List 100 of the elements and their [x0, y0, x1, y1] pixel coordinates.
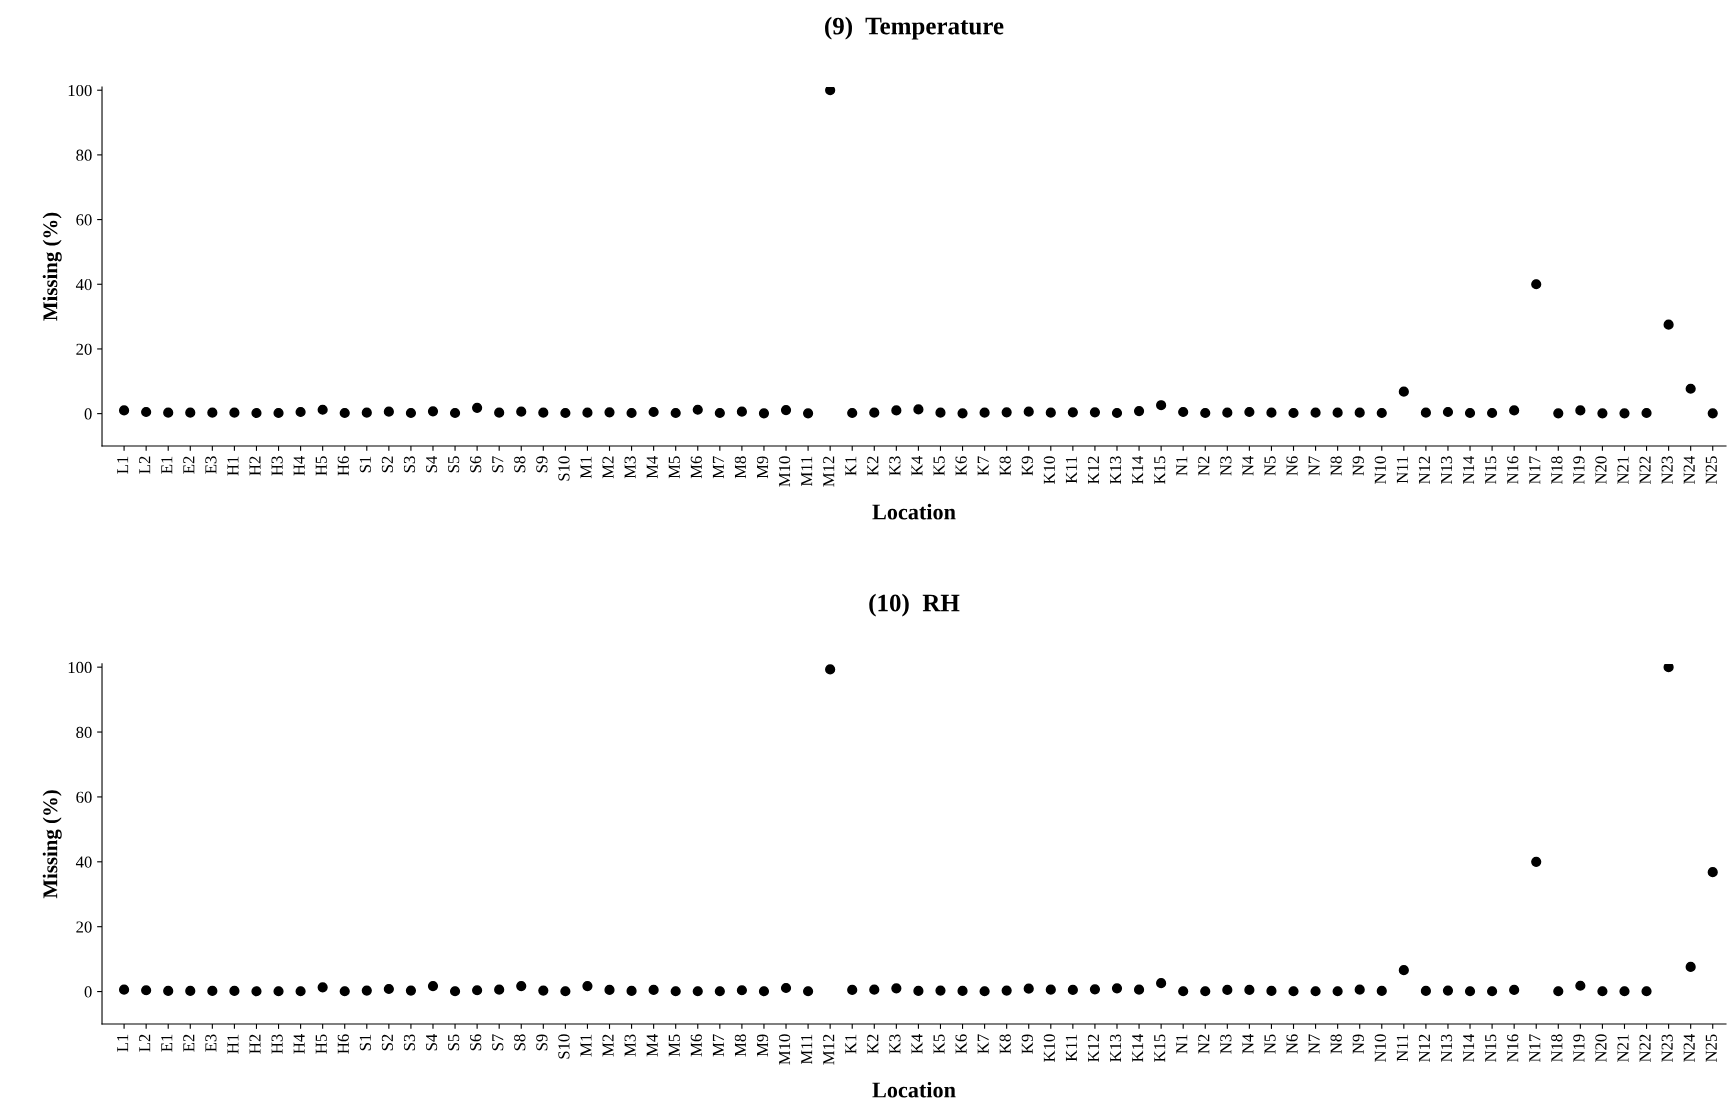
- x-tick-label: S6: [470, 456, 482, 473]
- x-tick-label: K1: [845, 1034, 857, 1054]
- x-tick-label: K8: [999, 456, 1011, 476]
- x-tick-label: H4: [293, 1034, 305, 1054]
- x-tick-label: S7: [492, 456, 504, 473]
- x-tick-label: S8: [514, 456, 526, 473]
- chart-title: (9) Temperature: [825, 16, 1004, 40]
- x-tick-label: N11: [1396, 1034, 1408, 1062]
- y-tick-label: 0: [84, 986, 92, 998]
- x-tick-label: S1: [359, 456, 371, 473]
- x-tick-label: K7: [977, 456, 989, 476]
- x-tick-label: M7: [712, 456, 724, 479]
- x-tick-label: M5: [668, 1034, 680, 1057]
- x-tick-label: N15: [1485, 456, 1497, 484]
- x-tick-label: N22: [1639, 456, 1651, 484]
- x-tick-label: S4: [425, 455, 438, 473]
- x-tick-label: M5: [668, 456, 680, 479]
- x-tick-label: N1: [1176, 1034, 1188, 1054]
- x-tick-label: N20: [1595, 1034, 1607, 1062]
- x-tick-label: K15: [1154, 1034, 1166, 1062]
- x-tick-label: S10: [558, 456, 570, 481]
- x-tick-label: K13: [1109, 1034, 1122, 1062]
- y-axis-title: Missing (%): [42, 790, 62, 899]
- x-tick-label: N6: [1286, 1034, 1298, 1054]
- x-tick-label: H5: [315, 1034, 327, 1054]
- x-tick-label: N5: [1264, 456, 1276, 476]
- x-tick-label: S4: [425, 1034, 438, 1051]
- x-tick-label: N3: [1220, 456, 1232, 476]
- x-tick-label: S3: [403, 1034, 416, 1051]
- x-tick-label: N14: [1463, 455, 1475, 484]
- x-tick-label: H5: [315, 456, 327, 476]
- x-tick-label: K8: [999, 1034, 1011, 1054]
- x-tick-label: L1: [117, 456, 129, 474]
- x-tick-label: E2: [183, 456, 195, 474]
- x-tick-label: N14: [1463, 1034, 1475, 1062]
- x-tick-label: N3: [1220, 1034, 1232, 1054]
- x-tick-label: M4: [646, 1034, 658, 1057]
- x-tick-label: K11: [1065, 1034, 1077, 1062]
- x-tick-label: M3: [624, 1034, 636, 1057]
- x-tick-label: N23: [1661, 1034, 1673, 1062]
- x-tick-label: N13: [1440, 456, 1453, 484]
- y-tick-label: 40: [75, 278, 92, 291]
- x-tick-label: H1: [227, 456, 239, 476]
- x-tick-label: M9: [756, 456, 769, 479]
- y-tick-label: 80: [76, 726, 92, 738]
- x-tick-label: K3: [889, 456, 901, 476]
- x-tick-label: K2: [867, 1034, 879, 1054]
- x-tick-label: M12: [823, 1034, 835, 1065]
- x-tick-label: M6: [690, 456, 702, 479]
- x-tick-label: N12: [1418, 456, 1430, 484]
- x-tick-label: S2: [381, 456, 394, 473]
- x-tick-label: K9: [1021, 1034, 1033, 1054]
- x-tick-label: H1: [227, 1034, 239, 1054]
- y-tick-label: 80: [76, 149, 92, 161]
- x-tick-label: K6: [955, 456, 967, 476]
- x-tick-label: N20: [1595, 456, 1607, 484]
- x-tick-label: M8: [734, 1034, 747, 1057]
- x-tick-label: E3: [205, 456, 217, 474]
- x-tick-label: S7: [492, 1034, 504, 1051]
- x-tick-label: N4: [1242, 455, 1254, 476]
- x-tick-label: K9: [1021, 456, 1033, 476]
- x-tick-label: K15: [1154, 456, 1166, 484]
- x-tick-label: M7: [712, 1034, 724, 1057]
- x-tick-label: K5: [933, 456, 945, 476]
- x-tick-label: N16: [1507, 456, 1519, 484]
- x-tick-label: K12: [1087, 1034, 1099, 1062]
- x-tick-label: K1: [845, 456, 857, 476]
- x-tick-label: N15: [1485, 1034, 1497, 1062]
- x-tick-label: K12: [1087, 456, 1099, 484]
- x-tick-label: M6: [690, 1034, 702, 1057]
- x-tick-label: L2: [139, 1034, 151, 1052]
- x-tick-label: N24: [1683, 455, 1695, 484]
- y-tick-label: 40: [75, 856, 92, 868]
- x-tick-label: H2: [249, 456, 261, 476]
- x-tick-label: S1: [359, 1034, 371, 1051]
- x-tick-label: N8: [1330, 456, 1342, 476]
- x-tick-label: N10: [1374, 1034, 1386, 1062]
- x-tick-label: N25: [1705, 1034, 1717, 1062]
- x-tick-label: S5: [448, 456, 460, 473]
- y-tick-label: 60: [76, 214, 92, 226]
- x-tick-label: N9: [1352, 456, 1364, 476]
- x-tick-label: M4: [646, 455, 658, 479]
- x-tick-label: S6: [470, 1034, 482, 1051]
- x-tick-label: E1: [161, 1034, 173, 1052]
- x-tick-label: M11: [801, 1034, 813, 1065]
- y-tick-label: 100: [68, 661, 92, 674]
- x-tick-label: S8: [514, 1034, 526, 1051]
- x-tick-label: N6: [1286, 456, 1298, 476]
- x-tick-label: N21: [1617, 456, 1629, 484]
- x-tick-label: S2: [381, 1034, 394, 1051]
- y-tick-label: 60: [76, 791, 92, 803]
- x-axis-title: Location: [872, 503, 956, 520]
- x-tick-label: N23: [1661, 456, 1673, 484]
- x-tick-label: E1: [161, 456, 173, 474]
- x-tick-label: N19: [1573, 456, 1585, 484]
- x-tick-label: N17: [1529, 1034, 1541, 1062]
- x-tick-label: S5: [448, 1034, 460, 1051]
- x-tick-label: K2: [867, 456, 879, 476]
- x-tick-label: K5: [933, 1034, 945, 1054]
- x-tick-label: N9: [1352, 1034, 1364, 1054]
